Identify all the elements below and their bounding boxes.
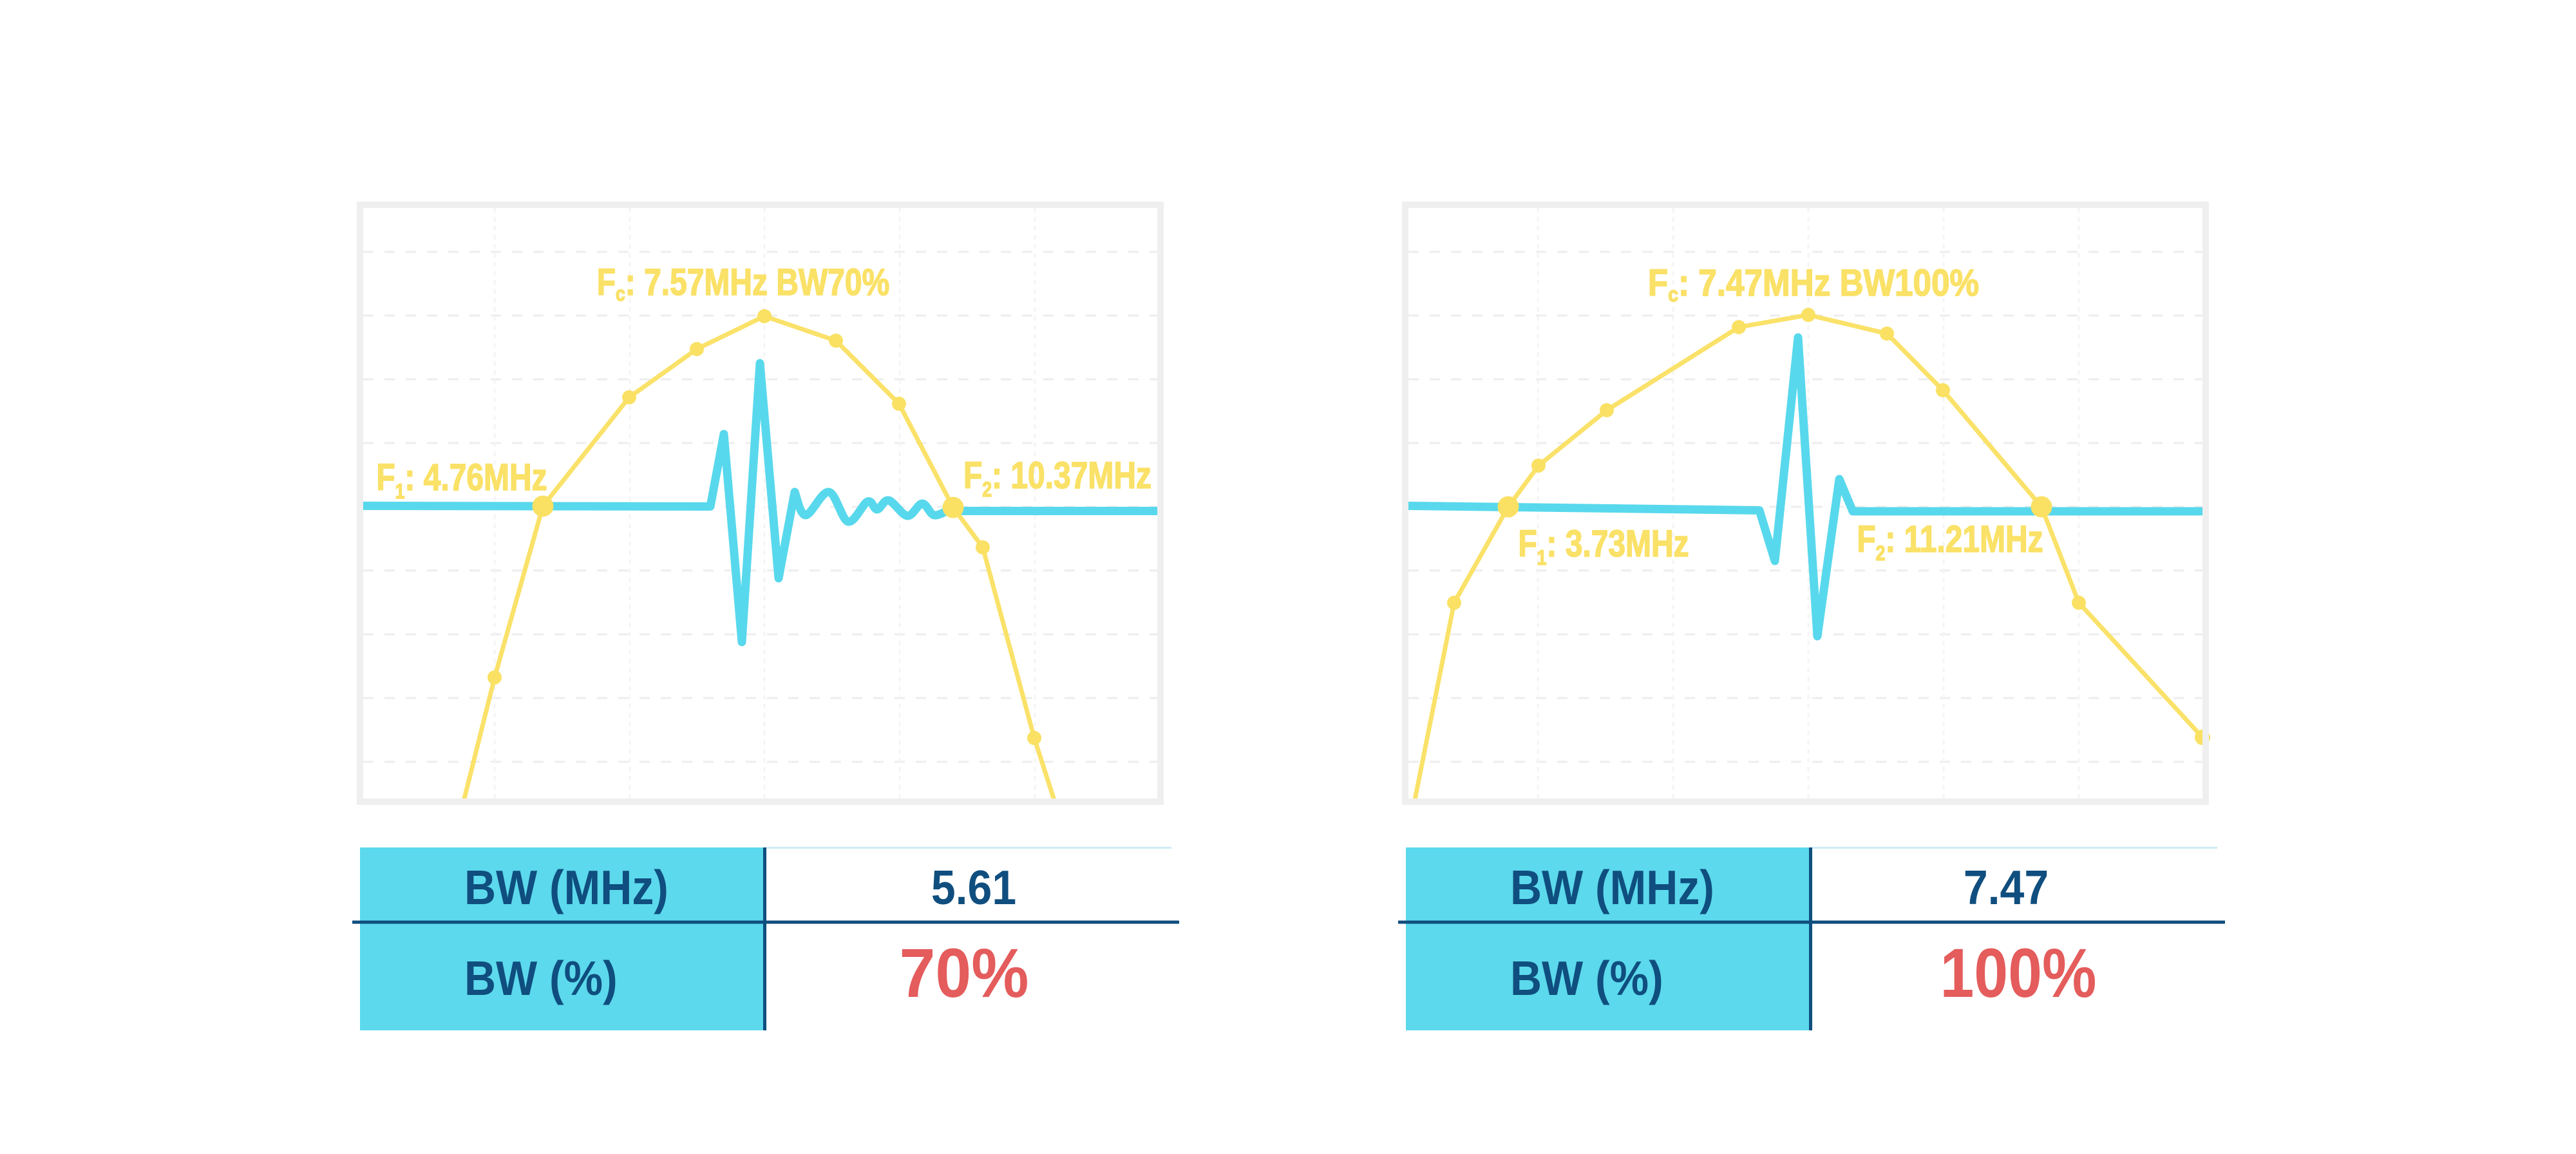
svg-text:7.47: 7.47	[1964, 861, 2049, 915]
svg-text:100%: 100%	[1940, 934, 2096, 1012]
svg-text:BW (MHz): BW (MHz)	[1510, 861, 1714, 915]
svg-text:F1: 4.76MHz: F1: 4.76MHz	[376, 457, 547, 504]
svg-text:BW (%): BW (%)	[1510, 952, 1663, 1006]
svg-text:Fc: 7.57MHz BW70%: Fc: 7.57MHz BW70%	[597, 262, 890, 306]
svg-text:BW (%): BW (%)	[464, 952, 618, 1006]
svg-text:70%: 70%	[900, 935, 1029, 1012]
svg-text:BW (MHz): BW (MHz)	[464, 861, 668, 915]
svg-text:5.61: 5.61	[931, 861, 1016, 915]
svg-text:F2: 10.37MHz: F2: 10.37MHz	[963, 455, 1151, 502]
svg-text:Fc: 7.47MHz BW100%: Fc: 7.47MHz BW100%	[1648, 261, 1979, 306]
svg-text:F1: 3.73MHz: F1: 3.73MHz	[1518, 524, 1689, 570]
svg-text:F2: 11.21MHz: F2: 11.21MHz	[1857, 519, 2043, 565]
